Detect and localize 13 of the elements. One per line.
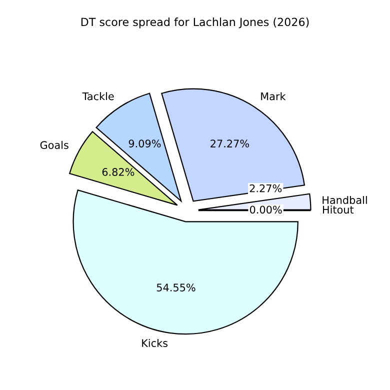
data-label: 2.27% [250, 184, 282, 192]
slice-label: Handball [322, 196, 367, 204]
text: 0.00% [250, 206, 282, 214]
data-label: 27.27% [210, 140, 250, 148]
chart-title: DT score spread for Lachlan Jones (2026) [81, 18, 309, 28]
category-label: Hitout [323, 206, 354, 214]
slice-label: Goals [40, 140, 68, 149]
slice-label: Tackle [82, 92, 114, 100]
slice-label: Kicks [142, 338, 168, 348]
data-label: 6.82% [102, 168, 134, 176]
data-label: 9.09% [128, 140, 161, 148]
data-label: 54.55% [156, 284, 196, 292]
slice-label: Mark [261, 92, 286, 100]
